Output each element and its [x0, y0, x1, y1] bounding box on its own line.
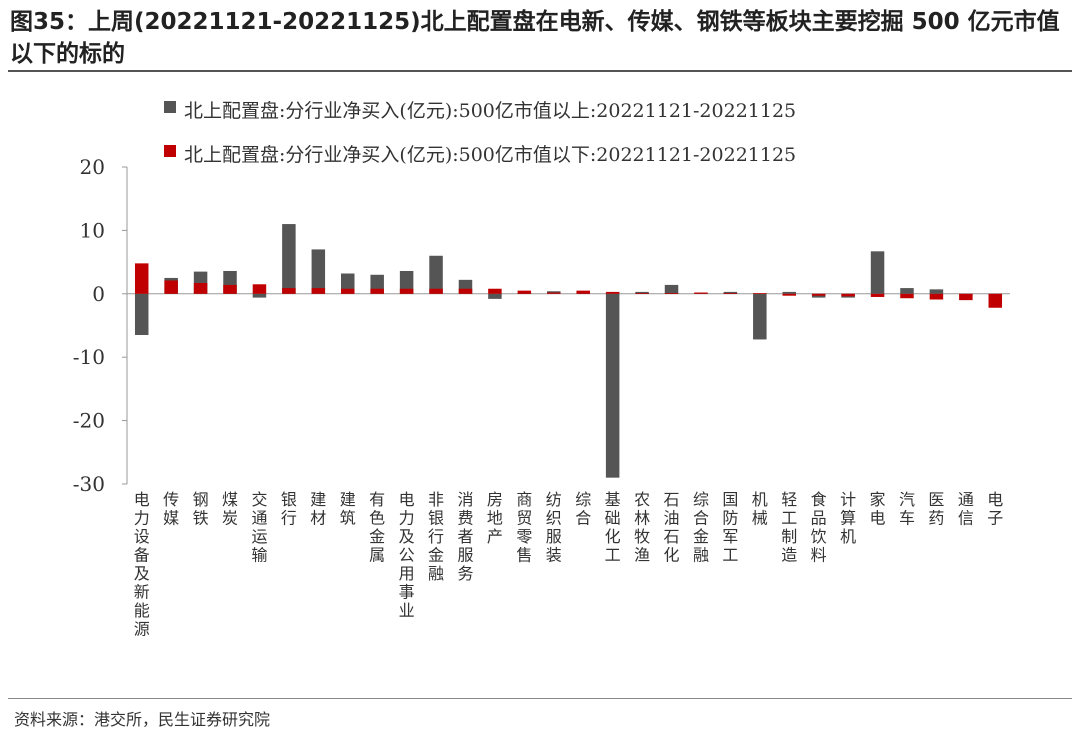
x-tick-label: 食品饮料 — [811, 490, 827, 565]
bar-series1-5 — [282, 224, 296, 294]
bar-series2-23 — [811, 293, 826, 296]
x-tick-label: 非银行金融 — [428, 490, 444, 583]
y-tick-label: -20 — [73, 409, 105, 433]
x-tick-label: 轻工制造 — [781, 490, 797, 565]
y-tick-label: -10 — [73, 345, 105, 369]
bar-series1-7 — [341, 273, 355, 294]
legend-label-series2: 北上配置盘:分行业净买入(亿元):500亿市值以下:20221121-20221… — [184, 144, 796, 166]
y-tick-label: -30 — [73, 472, 105, 496]
source-note: 资料来源：港交所，民生证券研究院 — [14, 710, 271, 729]
bar-series1-9 — [399, 270, 414, 294]
legend: 北上配置盘:分行业净买入(亿元):500亿市值以上:20221121-20221… — [164, 100, 796, 166]
x-tick-label: 电力设备及新能源 — [134, 490, 150, 639]
bar-series2-3 — [223, 284, 237, 294]
bar-series2-13 — [517, 290, 532, 294]
bar-series2-27 — [929, 293, 944, 300]
bar-series2-5 — [282, 288, 296, 294]
bar-series2-18 — [664, 293, 679, 294]
bar-series1-27 — [929, 289, 944, 294]
bar-series2-1 — [164, 280, 178, 294]
footer-divider — [8, 698, 1072, 699]
bar-series1-6 — [311, 249, 326, 294]
bar-series2-20 — [723, 293, 738, 294]
x-tick-label: 综合金融 — [693, 490, 709, 565]
bar-series2-14 — [547, 292, 561, 294]
x-tick-label: 医药 — [928, 490, 944, 528]
bar-series1-10 — [429, 255, 443, 294]
bar-series1-0 — [134, 293, 149, 336]
x-tick-label: 石油石化 — [664, 490, 680, 565]
bar-chart: 北上配置盘:分行业净买入(亿元):500亿市值以上:20221121-20221… — [73, 100, 1010, 639]
bar-series1-18 — [664, 284, 679, 294]
bar-series1-12 — [488, 293, 502, 299]
bar-series2-28 — [959, 293, 973, 301]
x-tick-label: 建筑 — [340, 490, 356, 528]
x-tick-label: 钢铁 — [193, 490, 209, 528]
tick-labels: 20 10 0 -10 -20 -30 电力设备及新能源传媒钢铁煤炭交通运输银行建材建筑有色… — [73, 155, 1004, 639]
x-tick-label: 建材 — [310, 490, 326, 528]
y-tick-label: 20 — [80, 155, 105, 179]
x-tick-label: 通信 — [958, 490, 974, 528]
x-tick-label: 汽车 — [899, 490, 915, 528]
bars — [134, 224, 1003, 478]
x-tick-label: 传媒 — [163, 490, 179, 528]
bar-series2-29 — [988, 293, 1003, 308]
x-tick-label: 银行 — [281, 490, 297, 528]
axes — [122, 166, 1010, 485]
bar-series2-7 — [341, 288, 355, 294]
bar-series2-22 — [782, 293, 796, 296]
bar-series1-26 — [900, 288, 914, 294]
bar-series2-25 — [870, 293, 885, 297]
bar-series2-11 — [458, 288, 473, 294]
bar-series2-26 — [900, 293, 914, 299]
x-tick-label: 有色金属 — [369, 490, 385, 565]
y-tick-label: 0 — [92, 282, 105, 306]
x-tick-label: 消费者服务 — [457, 490, 473, 583]
legend-swatch-series1 — [164, 101, 176, 113]
figure-title: 图35：上周(20221121-20221125)北上配置盘在电新、传媒、钢铁等… — [10, 9, 1060, 67]
title-divider — [8, 70, 1072, 72]
bar-series2-12 — [488, 288, 502, 294]
bar-series2-6 — [311, 288, 326, 294]
legend-label-series1: 北上配置盘:分行业净买入(亿元):500亿市值以上:20221121-20221… — [184, 100, 796, 122]
bar-series2-10 — [429, 288, 443, 294]
x-tick-label: 商贸零售 — [516, 490, 532, 565]
bar-series1-22 — [782, 291, 796, 294]
bar-series2-16 — [605, 291, 620, 294]
bar-series2-24 — [841, 293, 855, 297]
bar-series1-17 — [635, 291, 649, 294]
bar-series2-9 — [399, 288, 414, 294]
x-tick-label: 农林牧渔 — [634, 490, 650, 565]
x-tick-label: 电力及公用事业 — [399, 490, 415, 620]
y-tick-label: 10 — [80, 218, 105, 242]
x-tick-label: 综合 — [575, 490, 591, 528]
legend-swatch-series2 — [164, 145, 176, 157]
bar-series2-4 — [252, 284, 267, 294]
x-tick-label: 纺织服装 — [546, 490, 562, 565]
x-tick-label: 机械 — [752, 490, 768, 528]
bar-series2-17 — [635, 293, 649, 294]
bar-series1-21 — [753, 293, 767, 340]
x-tick-label: 计算机 — [840, 490, 856, 546]
x-tick-label: 房地产 — [487, 490, 503, 546]
bar-series1-20 — [723, 291, 738, 294]
bar-series2-2 — [193, 283, 208, 294]
bar-series1-25 — [870, 251, 885, 294]
bar-series2-21 — [753, 293, 767, 294]
bar-series1-16 — [605, 293, 620, 478]
bar-series2-0 — [134, 263, 149, 294]
bar-series2-8 — [370, 288, 384, 294]
bar-series1-4 — [252, 293, 267, 298]
bar-series2-15 — [576, 290, 590, 294]
x-tick-label: 交通运输 — [251, 490, 267, 565]
bar-series2-19 — [694, 292, 708, 294]
x-tick-label: 家电 — [870, 490, 886, 528]
x-tick-label: 电子 — [987, 490, 1003, 528]
x-tick-label: 煤炭 — [222, 490, 238, 528]
x-tick-label: 国防军工 — [722, 490, 738, 565]
x-tick-label: 基础化工 — [605, 490, 621, 565]
